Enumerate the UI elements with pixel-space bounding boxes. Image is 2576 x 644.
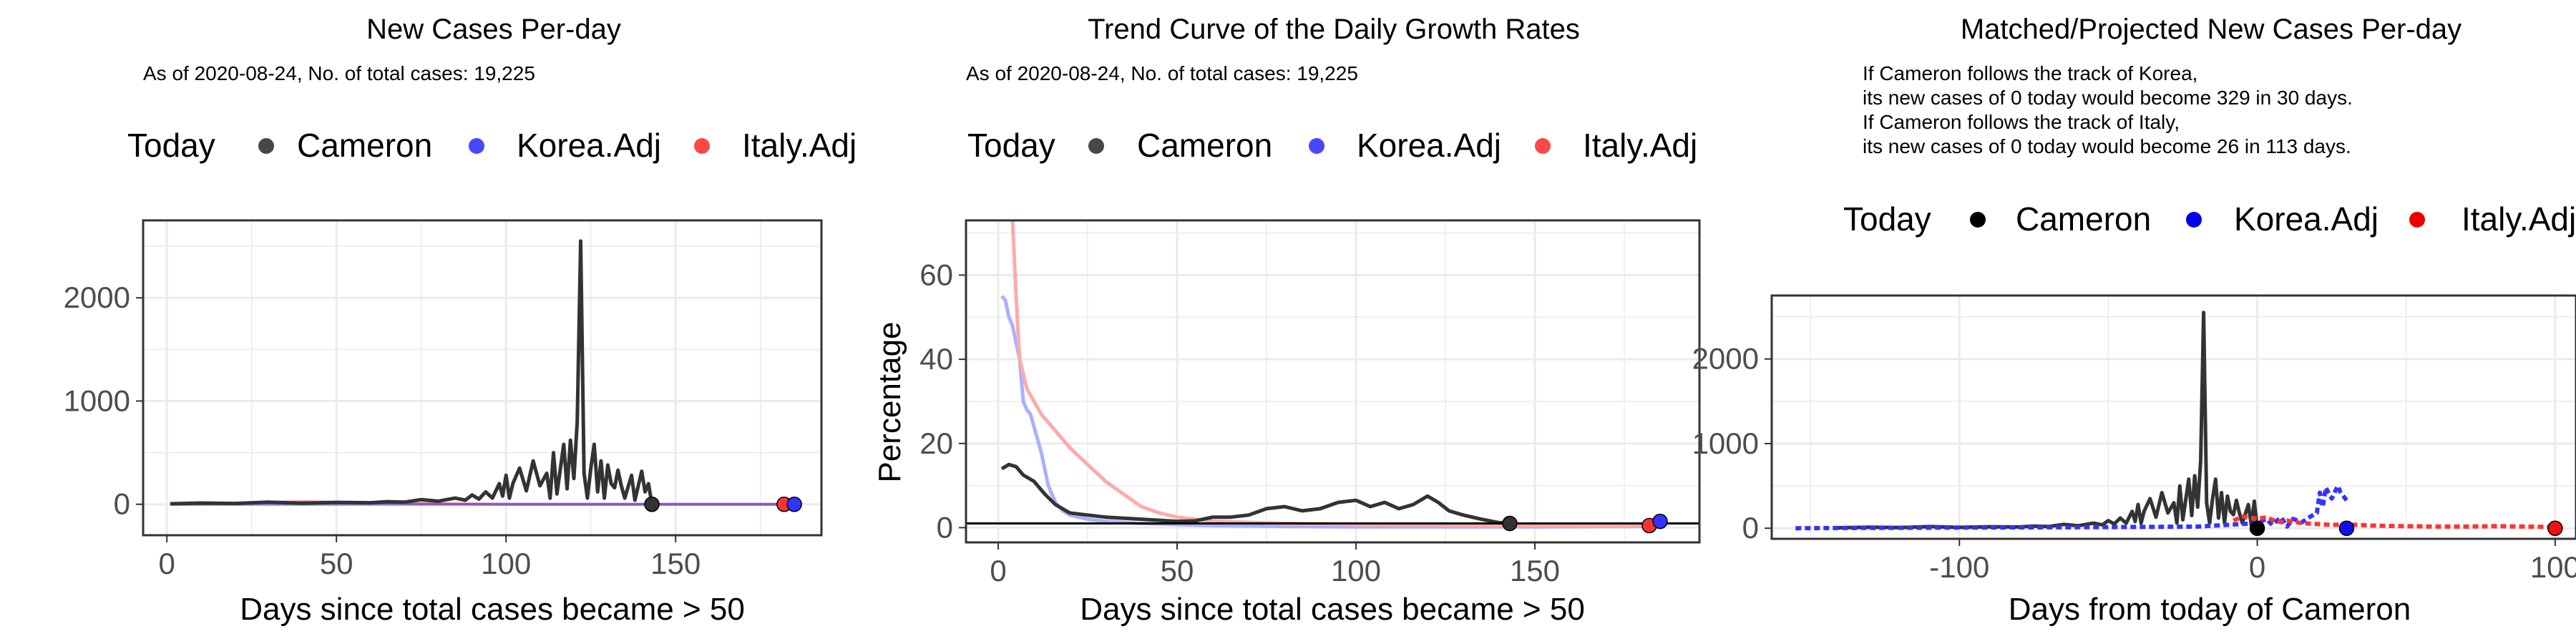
y-tick-label: 0 (114, 487, 130, 521)
y-axis-label: Percentage (872, 321, 907, 482)
y-tick-label: 0 (1742, 511, 1759, 545)
legend-key-italy (694, 138, 710, 154)
panel-border (965, 219, 1701, 544)
x-tick-label: 50 (1161, 554, 1194, 587)
today-marker-cameron (1502, 515, 1518, 532)
today-marker-korea-adj (1652, 513, 1668, 530)
x-tick-label: 150 (650, 547, 701, 580)
today-marker-korea-adj (786, 496, 802, 512)
x-tick-label: 100 (1331, 554, 1381, 587)
today-marker-italy-adj (2547, 520, 2563, 536)
legend-key-cameron (258, 138, 274, 154)
x-tick-label: 0 (2249, 550, 2265, 584)
today-marker-korea-adj (2338, 520, 2355, 536)
panel-growth-rates: Trend Curve of the Daily Growth Rates As… (872, 14, 1701, 627)
x-axis-label: Days since total cases became > 50 (240, 592, 745, 627)
x-tick-label: 50 (320, 547, 353, 580)
legend-label-korea: Korea.Adj (517, 127, 661, 164)
legend-label-italy: Italy.Adj (742, 127, 857, 164)
legend-title: Today (127, 127, 215, 164)
panel-projected: Matched/Projected New Cases Per-day If C… (1692, 14, 2576, 627)
series-line-cameron (1000, 462, 1511, 525)
legend-label-italy: Italy.Adj (2462, 200, 2576, 238)
chart-title: New Cases Per-day (366, 14, 621, 45)
y-tick-label: 1000 (64, 384, 130, 417)
legend-label-cameron: Cameron (297, 127, 432, 164)
today-marker-cameron (644, 496, 660, 512)
x-tick-label: 100 (2530, 550, 2576, 584)
legend-label-korea: Korea.Adj (1357, 127, 1501, 164)
series-line-korea-adj (1795, 484, 2348, 531)
x-tick-label: 150 (1510, 554, 1560, 587)
legend: Today Cameron Korea.Adj Italy.Adj (1843, 200, 2576, 238)
legend-label-cameron: Cameron (1137, 127, 1272, 164)
x-tick-label: 0 (159, 547, 175, 580)
x-tick-label: 100 (481, 547, 531, 580)
x-tick-label: 0 (990, 554, 1006, 587)
legend-title: Today (1843, 200, 1931, 238)
y-tick-label: 60 (919, 258, 953, 291)
x-axis-label: Days since total cases became > 50 (1080, 592, 1585, 627)
annotation-line: its new cases of 0 today would become 26… (1863, 135, 2351, 157)
series-line-cameron (170, 239, 654, 506)
series-line-korea-adj (1000, 295, 1661, 529)
plot-area: 0 50 100 150 0 1000 2000 (64, 219, 823, 580)
annotation-line: If Cameron follows the track of Korea, (1863, 62, 2197, 84)
legend-label-korea: Korea.Adj (2234, 200, 2379, 238)
legend-key-korea (1309, 138, 1324, 154)
legend-label-cameron: Cameron (2016, 200, 2151, 238)
panel-border (1770, 294, 2576, 540)
y-tick-label: 20 (919, 426, 953, 460)
legend-key-cameron (1088, 138, 1104, 154)
legend-key-italy (1535, 138, 1551, 154)
legend-key-korea (2186, 212, 2202, 228)
legend-key-korea (469, 138, 484, 154)
panel-border (142, 219, 823, 537)
y-tick-label: 0 (937, 510, 953, 544)
legend: Today Cameron Korea.Adj Italy.Adj (967, 127, 1697, 164)
x-axis-label: Days from today of Cameron (2009, 592, 2411, 627)
series-line-italy-adj (1010, 220, 1649, 527)
series-line-italy-adj (2233, 514, 2555, 530)
y-tick-label: 1000 (1692, 426, 1759, 460)
x-tick-label: -100 (1929, 550, 1989, 584)
annotation-line: its new cases of 0 today would become 32… (1863, 87, 2353, 109)
y-tick-label: 40 (919, 342, 953, 376)
chart-subtitle: As of 2020-08-24, No. of total cases: 19… (143, 62, 535, 84)
y-tick-label: 2000 (64, 280, 130, 314)
legend-key-italy (2409, 212, 2425, 228)
chart-title: Trend Curve of the Daily Growth Rates (1088, 14, 1580, 45)
chart-title: Matched/Projected New Cases Per-day (1961, 14, 2462, 45)
plot-area: 0 50 100 150 0 20 40 60 (919, 219, 1701, 587)
legend-key-cameron (1970, 212, 1986, 228)
annotation-line: If Cameron follows the track of Italy, (1863, 111, 2180, 133)
chart-subtitle: As of 2020-08-24, No. of total cases: 19… (966, 62, 1358, 84)
panel-new-cases: New Cases Per-day As of 2020-08-24, No. … (64, 14, 857, 627)
y-tick-label: 2000 (1692, 342, 1759, 376)
annotation-block: If Cameron follows the track of Korea, i… (1863, 62, 2353, 157)
today-marker-cameron (2249, 520, 2265, 536)
legend-title: Today (967, 127, 1055, 164)
legend: Today Cameron Korea.Adj Italy.Adj (127, 127, 857, 164)
series-line-cameron (1834, 311, 2260, 530)
legend-label-italy: Italy.Adj (1583, 127, 1697, 164)
